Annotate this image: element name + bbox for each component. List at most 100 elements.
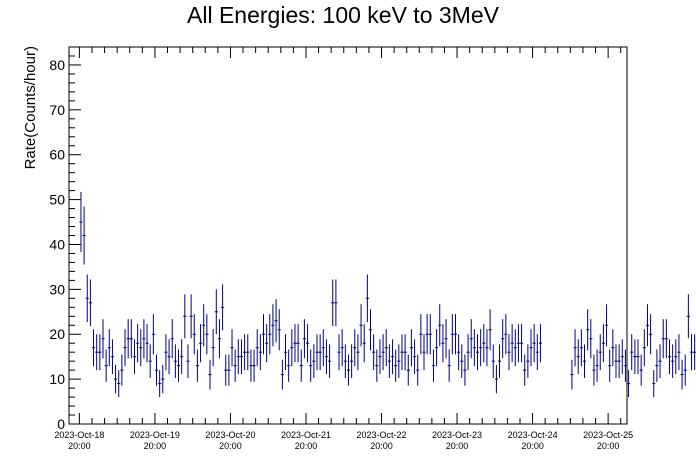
data-point bbox=[334, 279, 338, 327]
data-point bbox=[372, 334, 376, 371]
data-point bbox=[183, 294, 187, 339]
data-point bbox=[416, 354, 420, 386]
y-tick-label: 40 bbox=[49, 236, 65, 252]
x-tick-date: 2023-Oct-24 bbox=[508, 430, 558, 440]
data-point bbox=[636, 339, 640, 375]
x-tick-date: 2023-Oct-23 bbox=[432, 430, 482, 440]
chart-title: All Energies: 100 keV to 3MeV bbox=[187, 2, 500, 28]
data-point bbox=[630, 334, 634, 371]
data-point bbox=[208, 359, 212, 390]
data-point bbox=[230, 329, 234, 367]
data-point bbox=[192, 314, 196, 355]
data-point bbox=[529, 329, 533, 367]
data-point bbox=[110, 339, 115, 375]
x-tick-time: 20:00 bbox=[68, 441, 91, 451]
data-point bbox=[677, 334, 681, 371]
data-point bbox=[614, 344, 618, 378]
data-point bbox=[586, 309, 590, 351]
data-point bbox=[604, 304, 609, 347]
data-point bbox=[620, 339, 624, 375]
data-point bbox=[280, 359, 284, 390]
y-tick-label: 10 bbox=[49, 371, 65, 387]
data-point bbox=[491, 344, 495, 378]
data-point bbox=[180, 339, 184, 375]
data-point bbox=[617, 344, 621, 378]
data-point bbox=[513, 329, 517, 367]
data-point bbox=[595, 349, 599, 382]
data-point bbox=[592, 354, 596, 386]
x-tick-date: 2023-Oct-22 bbox=[357, 430, 407, 440]
data-point bbox=[573, 329, 577, 367]
data-point bbox=[368, 309, 373, 351]
data-point bbox=[290, 329, 294, 367]
data-point bbox=[504, 314, 508, 355]
data-point bbox=[394, 349, 398, 382]
y-tick-label: 20 bbox=[49, 326, 65, 342]
data-point bbox=[466, 334, 470, 371]
y-tick-label: 50 bbox=[49, 192, 65, 208]
data-point bbox=[214, 289, 218, 335]
data-point bbox=[224, 354, 228, 386]
y-tick-label: 80 bbox=[49, 57, 65, 73]
data-point bbox=[422, 334, 426, 371]
data-point bbox=[151, 314, 155, 355]
x-tick-time: 20:00 bbox=[219, 441, 242, 451]
data-point bbox=[649, 314, 653, 355]
data-point bbox=[126, 319, 130, 359]
data-point bbox=[412, 339, 417, 375]
data-point bbox=[683, 354, 687, 386]
data-point bbox=[164, 334, 168, 371]
data-point bbox=[435, 329, 439, 367]
data-point bbox=[463, 354, 467, 386]
data-point bbox=[343, 344, 347, 378]
data-point bbox=[91, 329, 96, 367]
data-point bbox=[95, 334, 99, 371]
data-point bbox=[532, 324, 536, 363]
data-point bbox=[397, 344, 401, 378]
data-point bbox=[664, 319, 668, 359]
data-point bbox=[390, 339, 395, 375]
data-point bbox=[589, 319, 593, 359]
data-point bbox=[375, 349, 379, 382]
data-point bbox=[328, 344, 332, 378]
data-point bbox=[378, 339, 382, 375]
data-point bbox=[633, 339, 637, 375]
data-point bbox=[510, 324, 514, 363]
data-point bbox=[161, 364, 165, 394]
data-point bbox=[362, 324, 366, 363]
data-point bbox=[287, 349, 291, 382]
data-point bbox=[205, 314, 209, 355]
x-tick-time: 20:00 bbox=[295, 441, 318, 451]
data-point bbox=[120, 354, 124, 386]
data-point bbox=[365, 274, 369, 323]
axis-ticks bbox=[69, 46, 622, 425]
data-point bbox=[409, 329, 413, 367]
data-point bbox=[428, 314, 432, 355]
data-point bbox=[202, 304, 206, 347]
data-point bbox=[457, 334, 461, 371]
x-tick-time: 20:00 bbox=[446, 441, 469, 451]
data-point bbox=[450, 314, 454, 355]
data-point bbox=[221, 284, 225, 331]
data-point bbox=[107, 329, 111, 367]
data-point bbox=[406, 354, 410, 386]
data-point bbox=[400, 334, 404, 371]
data-point bbox=[340, 329, 344, 367]
data-point bbox=[384, 329, 388, 367]
data-point bbox=[299, 349, 303, 382]
data-point bbox=[488, 309, 492, 351]
data-point bbox=[356, 334, 360, 371]
data-point bbox=[296, 324, 300, 363]
data-point bbox=[611, 329, 615, 367]
data-point bbox=[104, 349, 108, 382]
data-point bbox=[148, 344, 152, 378]
data-point bbox=[485, 329, 489, 367]
data-point bbox=[472, 329, 476, 367]
data-point bbox=[642, 329, 646, 367]
data-point bbox=[346, 354, 351, 386]
x-tick-date: 2023-Oct-25 bbox=[583, 430, 633, 440]
data-point bbox=[79, 191, 83, 253]
data-point bbox=[129, 319, 133, 359]
data-point bbox=[136, 324, 140, 363]
data-point bbox=[403, 334, 407, 371]
